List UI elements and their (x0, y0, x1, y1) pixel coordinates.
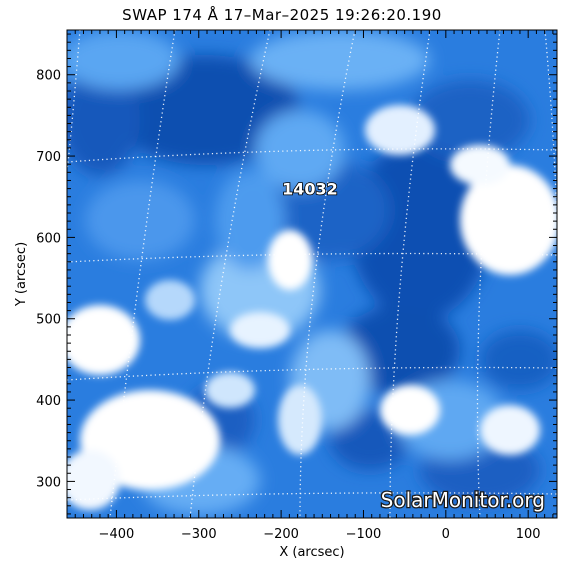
y-tick-label: 500 (36, 313, 61, 328)
active-region-label: 14032 (282, 180, 338, 199)
image-title: SWAP 174 Å 17–Mar–2025 19:26:20.190 (122, 6, 442, 24)
y-tick-label: 400 (36, 394, 61, 409)
x-tick-label: −200 (263, 527, 299, 542)
heliographic-grid (67, 30, 557, 518)
x-tick-label: −400 (99, 527, 135, 542)
y-tick-label: 700 (36, 150, 61, 165)
y-axis-title: Y (arcsec) (14, 242, 29, 307)
y-tick-label: 800 (36, 69, 61, 84)
y-tick-label: 300 (36, 475, 61, 490)
y-tick-label: 600 (36, 231, 61, 246)
x-tick-label: −100 (346, 527, 382, 542)
x-tick-label: 0 (442, 527, 450, 542)
solar-euv-image (67, 30, 557, 518)
plot-frame (66, 29, 558, 519)
solarmonitor-watermark: SolarMonitor.org (381, 488, 545, 512)
x-tick-label: −300 (181, 527, 217, 542)
x-tick-label: 100 (516, 527, 541, 542)
x-axis-title: X (arcsec) (279, 545, 344, 560)
axis-ticks: −400 −300 −200 −100 0 100 300 400 500 600 700 800 (36, 30, 557, 542)
